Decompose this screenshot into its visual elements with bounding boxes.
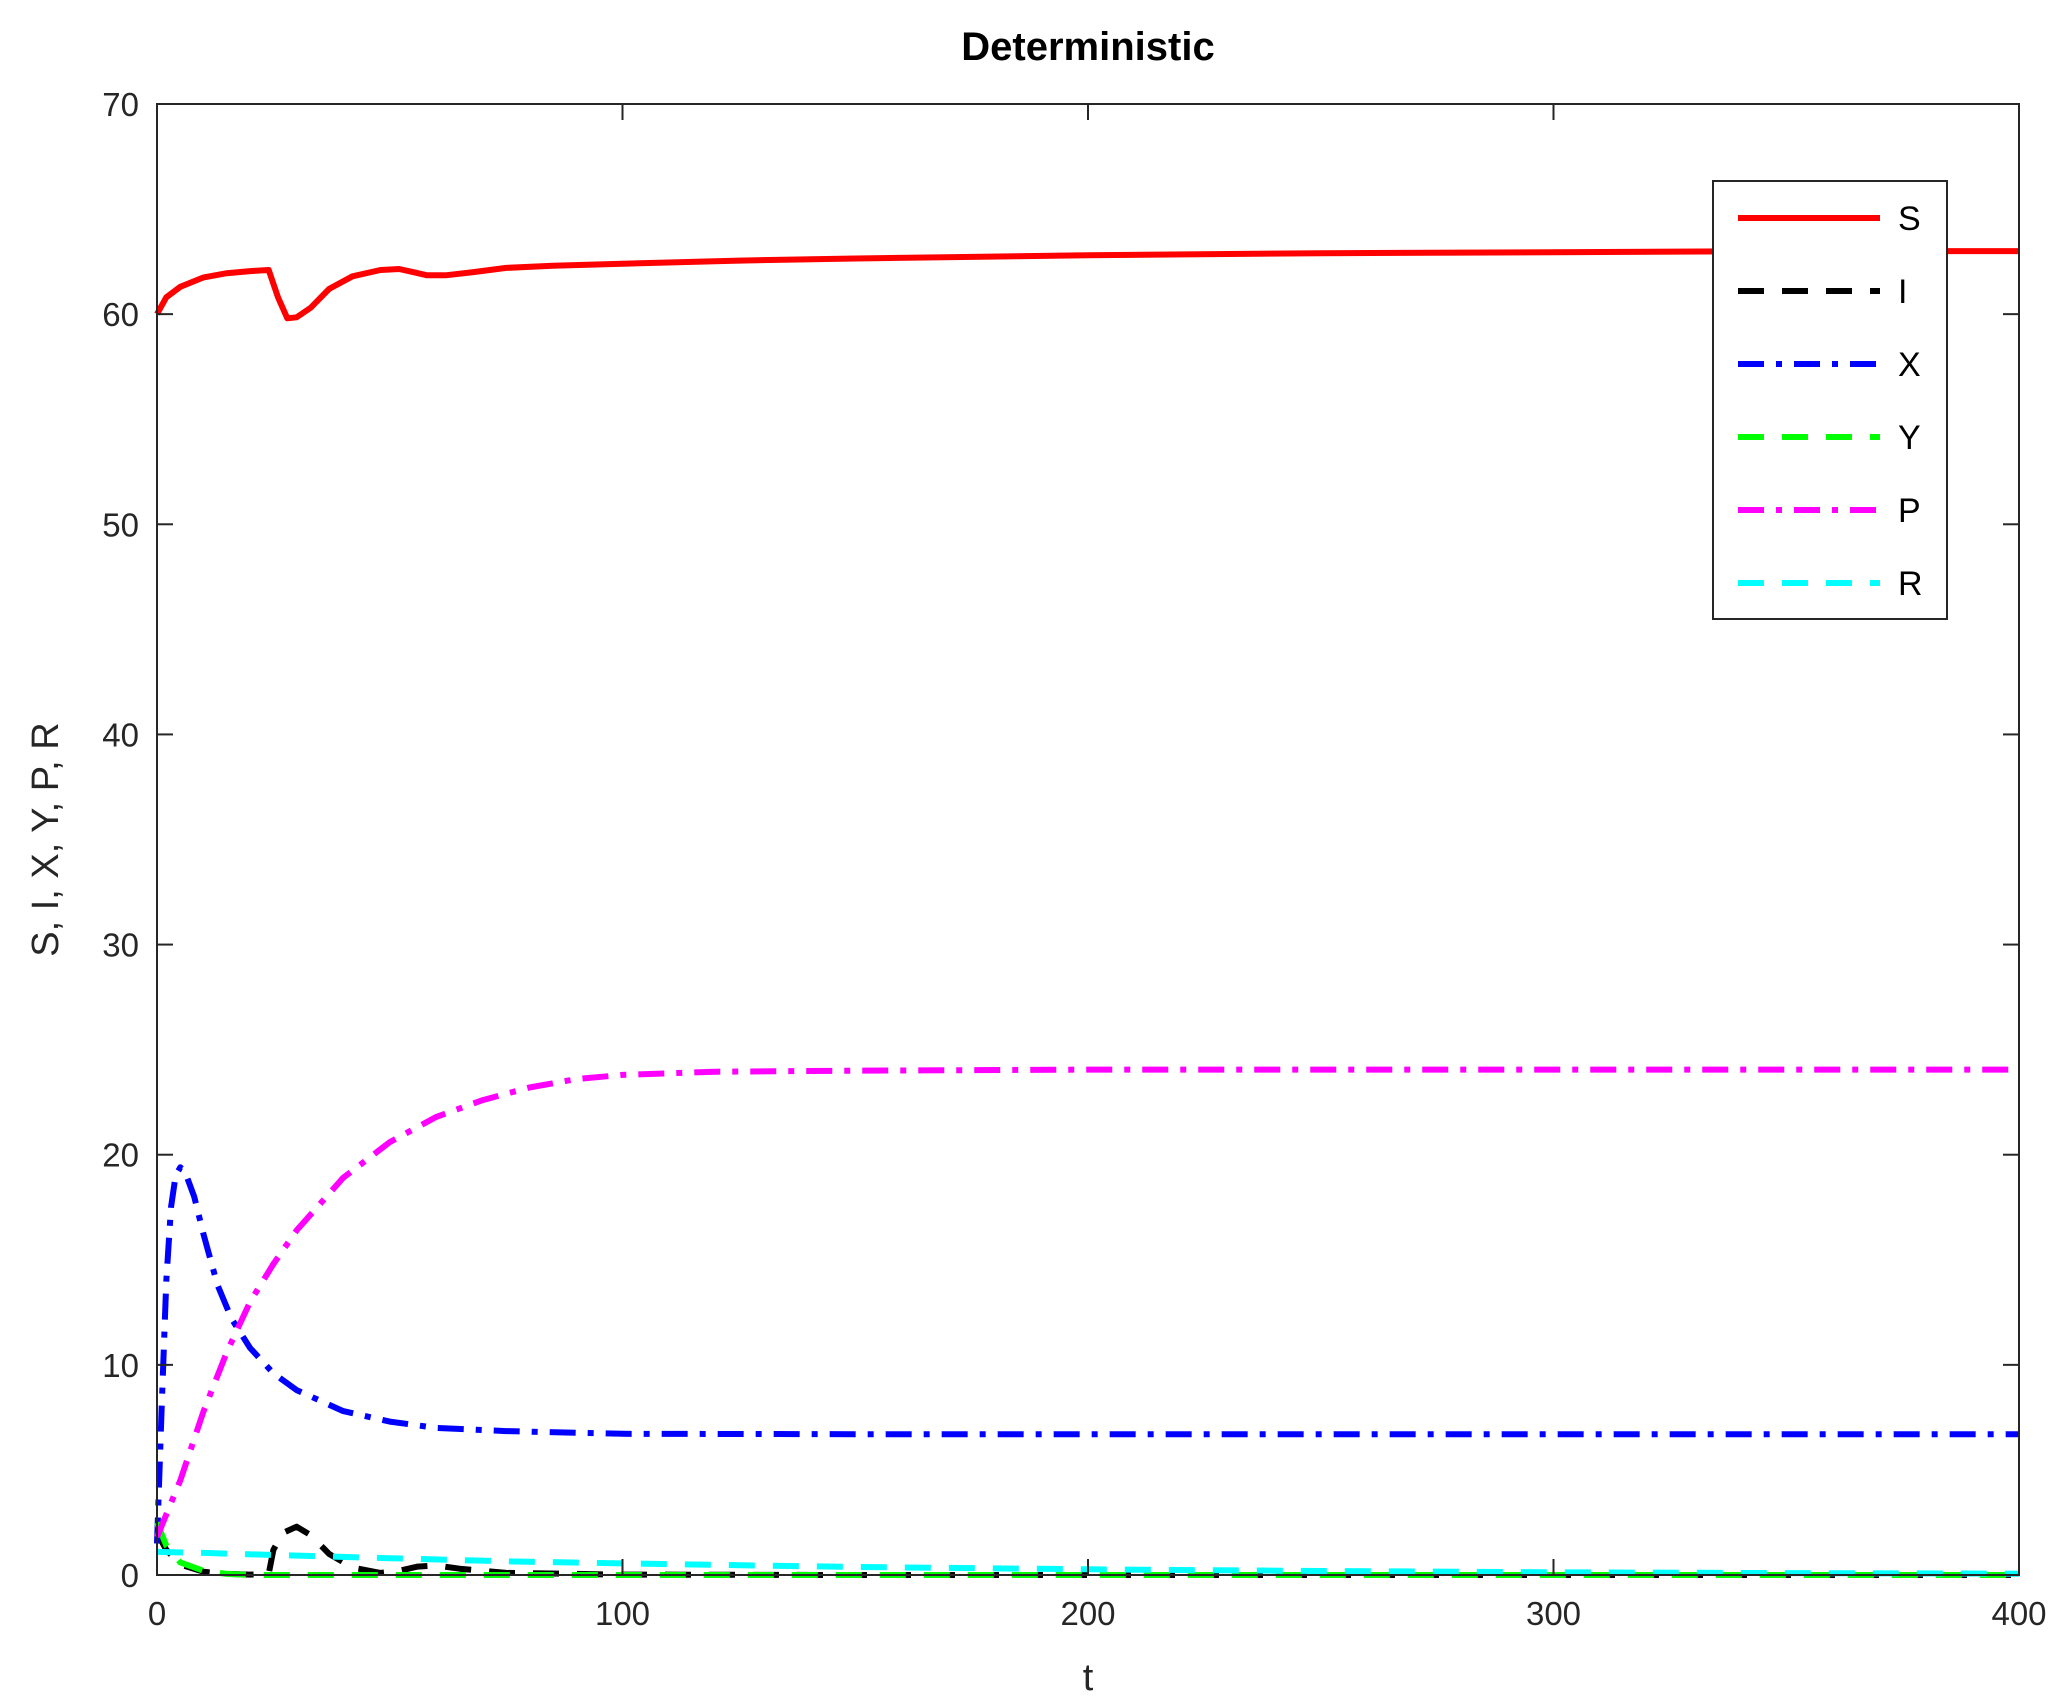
y-tick-label: 0 [121, 1557, 139, 1594]
legend-label-r: R [1898, 565, 1923, 603]
ticks-layer: 0 100 200 300 400 0 10 20 30 40 50 60 70 [102, 86, 2046, 1632]
x-tick-label: 400 [1991, 1595, 2046, 1632]
series-line-x [154, 1164, 2019, 1544]
series-layer [154, 248, 2020, 1578]
series-line-s [154, 248, 2019, 322]
x-axis-label: t [1083, 1657, 1094, 1699]
y-tick-label: 20 [102, 1137, 139, 1174]
y-tick-label: 60 [102, 296, 139, 333]
legend-box [1712, 180, 1948, 620]
y-axis-label: S, I, X, Y, P, R [25, 722, 67, 956]
legend-label-s: S [1898, 200, 1921, 238]
y-tick-label: 70 [102, 86, 139, 123]
x-tick-label: 0 [148, 1595, 166, 1632]
legend-label-i: I [1898, 273, 1907, 311]
x-tick-label: 100 [595, 1595, 650, 1632]
series-line-p [154, 1066, 2019, 1539]
x-tick-label: 300 [1526, 1595, 1581, 1632]
y-tick-label: 50 [102, 506, 139, 543]
chart-title: Deterministic [961, 25, 1214, 69]
legend-label-x: X [1898, 346, 1921, 384]
legend-label-p: P [1898, 492, 1921, 530]
x-tick-label: 200 [1060, 1595, 1115, 1632]
legend-label-y: Y [1898, 419, 1921, 457]
series-line-y [154, 1521, 2019, 1578]
y-tick-label: 10 [102, 1347, 139, 1384]
y-tick-label: 30 [102, 927, 139, 964]
series-line-r [156, 1548, 2020, 1577]
y-tick-label: 40 [102, 716, 139, 753]
